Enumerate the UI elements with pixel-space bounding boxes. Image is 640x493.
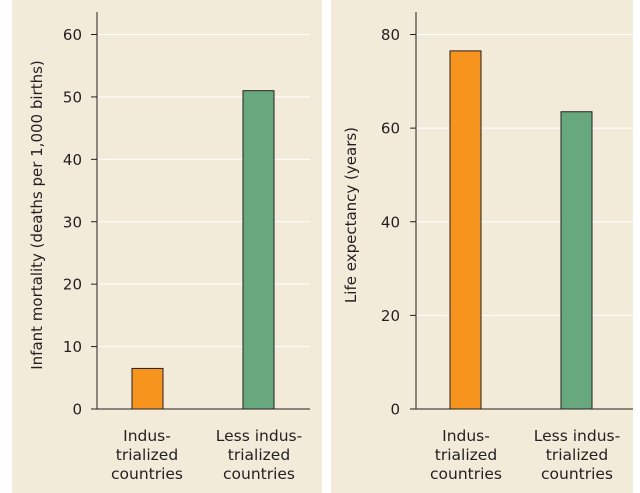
- x-category-label: Indus-trialized countries: [111, 427, 183, 483]
- y-tick-label: 0: [72, 401, 82, 419]
- x-category-label: Indus-trialized countries: [430, 427, 502, 483]
- y-tick-label: 60: [63, 26, 82, 44]
- y-tick-label: 50: [63, 88, 82, 106]
- y-tick-label: 40: [63, 151, 82, 169]
- infant-mortality-industrialized-bar: [131, 367, 164, 410]
- y-tick-label: 20: [381, 307, 400, 325]
- y-tick-label: 80: [381, 26, 400, 44]
- life-expectancy-less-industrialized-bar: [560, 111, 593, 410]
- x-category-label: Less indus-trialized countries: [216, 427, 302, 483]
- y-axis-label: Life expectancy (years): [342, 127, 360, 303]
- y-tick-label: 0: [390, 401, 400, 419]
- infant-mortality-less-industrialized-bar: [242, 90, 275, 410]
- panel-background: [12, 0, 322, 493]
- x-category-label: Less indus-trialized countries: [534, 427, 620, 483]
- y-tick-label: 60: [381, 120, 400, 138]
- y-tick-label: 40: [381, 213, 400, 231]
- y-tick-label: 20: [63, 276, 82, 294]
- infant-mortality-chart: 0 10 20 30 40 50 60 Infant mortality (deaths pe…: [12, 0, 322, 493]
- y-axis-label: Infant mortality (deaths per 1,000 birth…: [28, 60, 46, 370]
- y-tick-label: 10: [63, 338, 82, 356]
- y-tick-label: 30: [63, 213, 82, 231]
- life-expectancy-industrialized-bar: [449, 50, 482, 410]
- life-expectancy-chart: 0 20 40 60 80 Life expectancy (years) Indus-tr…: [331, 0, 633, 493]
